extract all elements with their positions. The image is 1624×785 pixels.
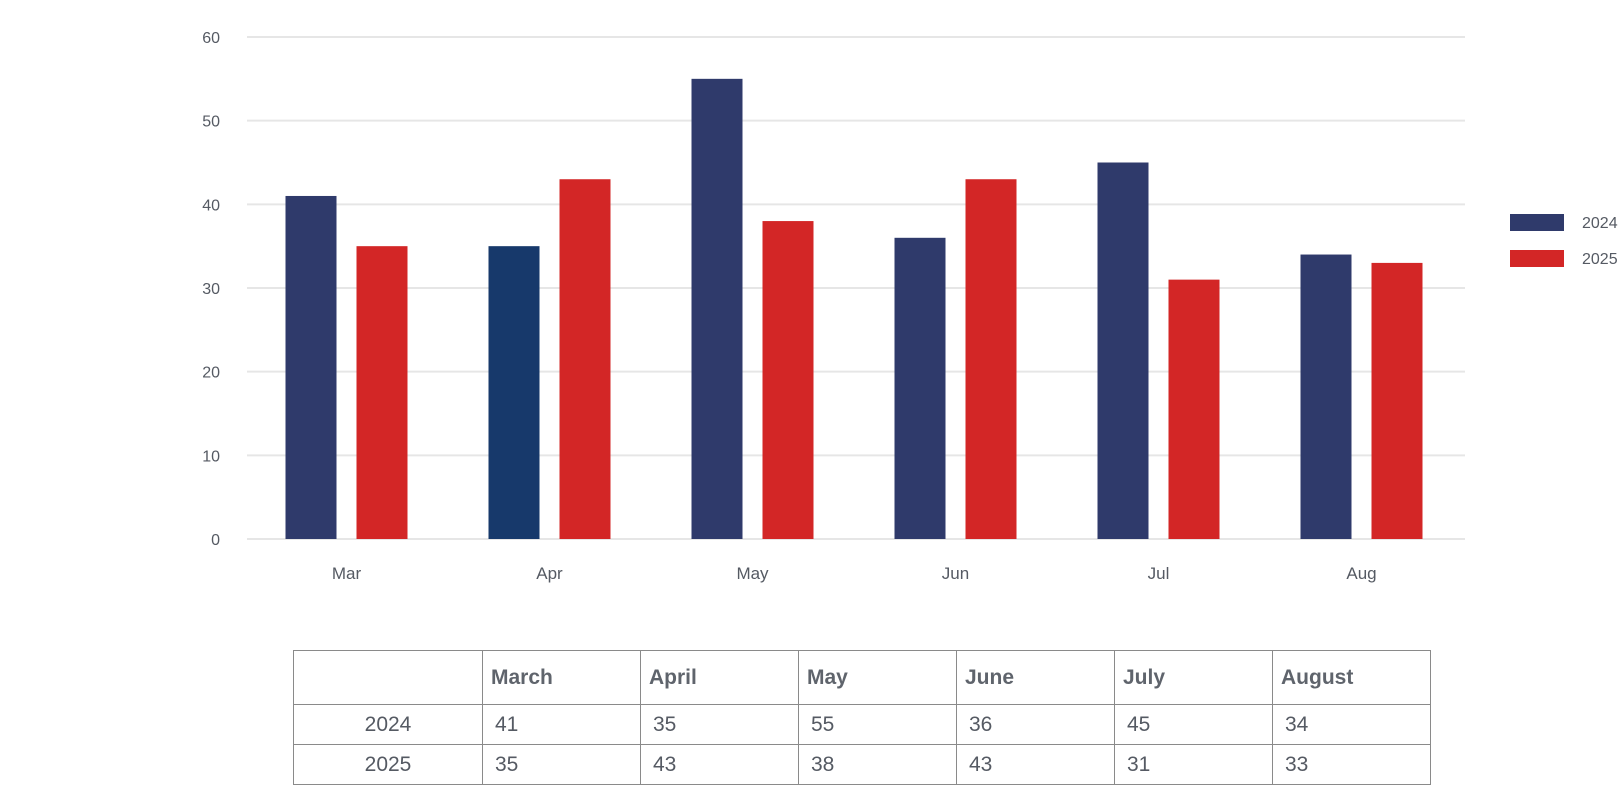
x-tick-label: Aug [1346, 564, 1376, 583]
table-header-cell: March [482, 650, 641, 705]
table-cell: 35 [482, 744, 641, 785]
legend-swatch [1510, 250, 1564, 267]
bars [285, 78, 1423, 540]
table-header-corner [293, 650, 483, 705]
y-tick-label: 10 [202, 448, 220, 465]
y-axis-ticks: 0 10 20 30 40 50 60 [202, 30, 220, 549]
bar-2024-jul [1097, 162, 1149, 539]
bar-2024-apr [488, 246, 540, 539]
bar-2025-aug [1371, 262, 1423, 539]
y-tick-label: 30 [202, 281, 220, 298]
x-tick-label: May [736, 564, 769, 583]
table-header-cell: August [1272, 650, 1431, 705]
table-cell: 34 [1272, 704, 1431, 745]
x-axis-labels: Mar Apr May Jun Jul Aug [332, 564, 1377, 583]
table-cell: 55 [798, 704, 957, 745]
table-row: 2024 41 35 55 36 45 34 [293, 704, 1431, 745]
table-cell: 41 [482, 704, 641, 745]
legend-label: 2024 [1582, 215, 1618, 232]
y-tick-label: 50 [202, 114, 220, 131]
x-tick-label: Mar [332, 564, 362, 583]
y-tick-label: 0 [211, 532, 220, 549]
table-header-cell: April [640, 650, 799, 705]
table-cell: 43 [640, 744, 799, 785]
bar-2024-mar [285, 195, 337, 539]
table-header-cell: June [956, 650, 1115, 705]
table-cell: 35 [640, 704, 799, 745]
bar-2025-jul [1168, 279, 1220, 539]
bar-2025-may [762, 221, 814, 540]
bar-2025-apr [559, 179, 611, 539]
bar-2024-jun [894, 237, 946, 540]
legend-label: 2025 [1582, 251, 1618, 268]
bar-2025-jun [965, 179, 1017, 539]
table-row-label: 2025 [293, 744, 483, 785]
y-tick-label: 20 [202, 365, 220, 382]
x-tick-label: Jul [1148, 564, 1170, 583]
bar-2025-mar [356, 246, 408, 539]
bar-2024-aug [1300, 254, 1352, 540]
table-header-cell: July [1114, 650, 1273, 705]
table-header-row: March April May June July August [293, 650, 1431, 705]
y-tick-label: 60 [202, 30, 220, 47]
legend-swatch [1510, 214, 1564, 231]
table-row-label: 2024 [293, 704, 483, 745]
table-header-cell: May [798, 650, 957, 705]
x-tick-label: Jun [942, 564, 969, 583]
x-tick-label: Apr [536, 564, 563, 583]
y-tick-label: 40 [202, 197, 220, 214]
table-row: 2025 35 43 38 43 31 33 [293, 744, 1431, 785]
data-table: March April May June July August 2024 41… [293, 650, 1431, 785]
table-cell: 33 [1272, 744, 1431, 785]
table-cell: 38 [798, 744, 957, 785]
gridlines [247, 36, 1465, 540]
legend: 2024 2025 [1510, 214, 1618, 268]
table-cell: 36 [956, 704, 1115, 745]
table-cell: 45 [1114, 704, 1273, 745]
bar-2024-may [691, 78, 743, 539]
table-cell: 31 [1114, 744, 1273, 785]
table-cell: 43 [956, 744, 1115, 785]
